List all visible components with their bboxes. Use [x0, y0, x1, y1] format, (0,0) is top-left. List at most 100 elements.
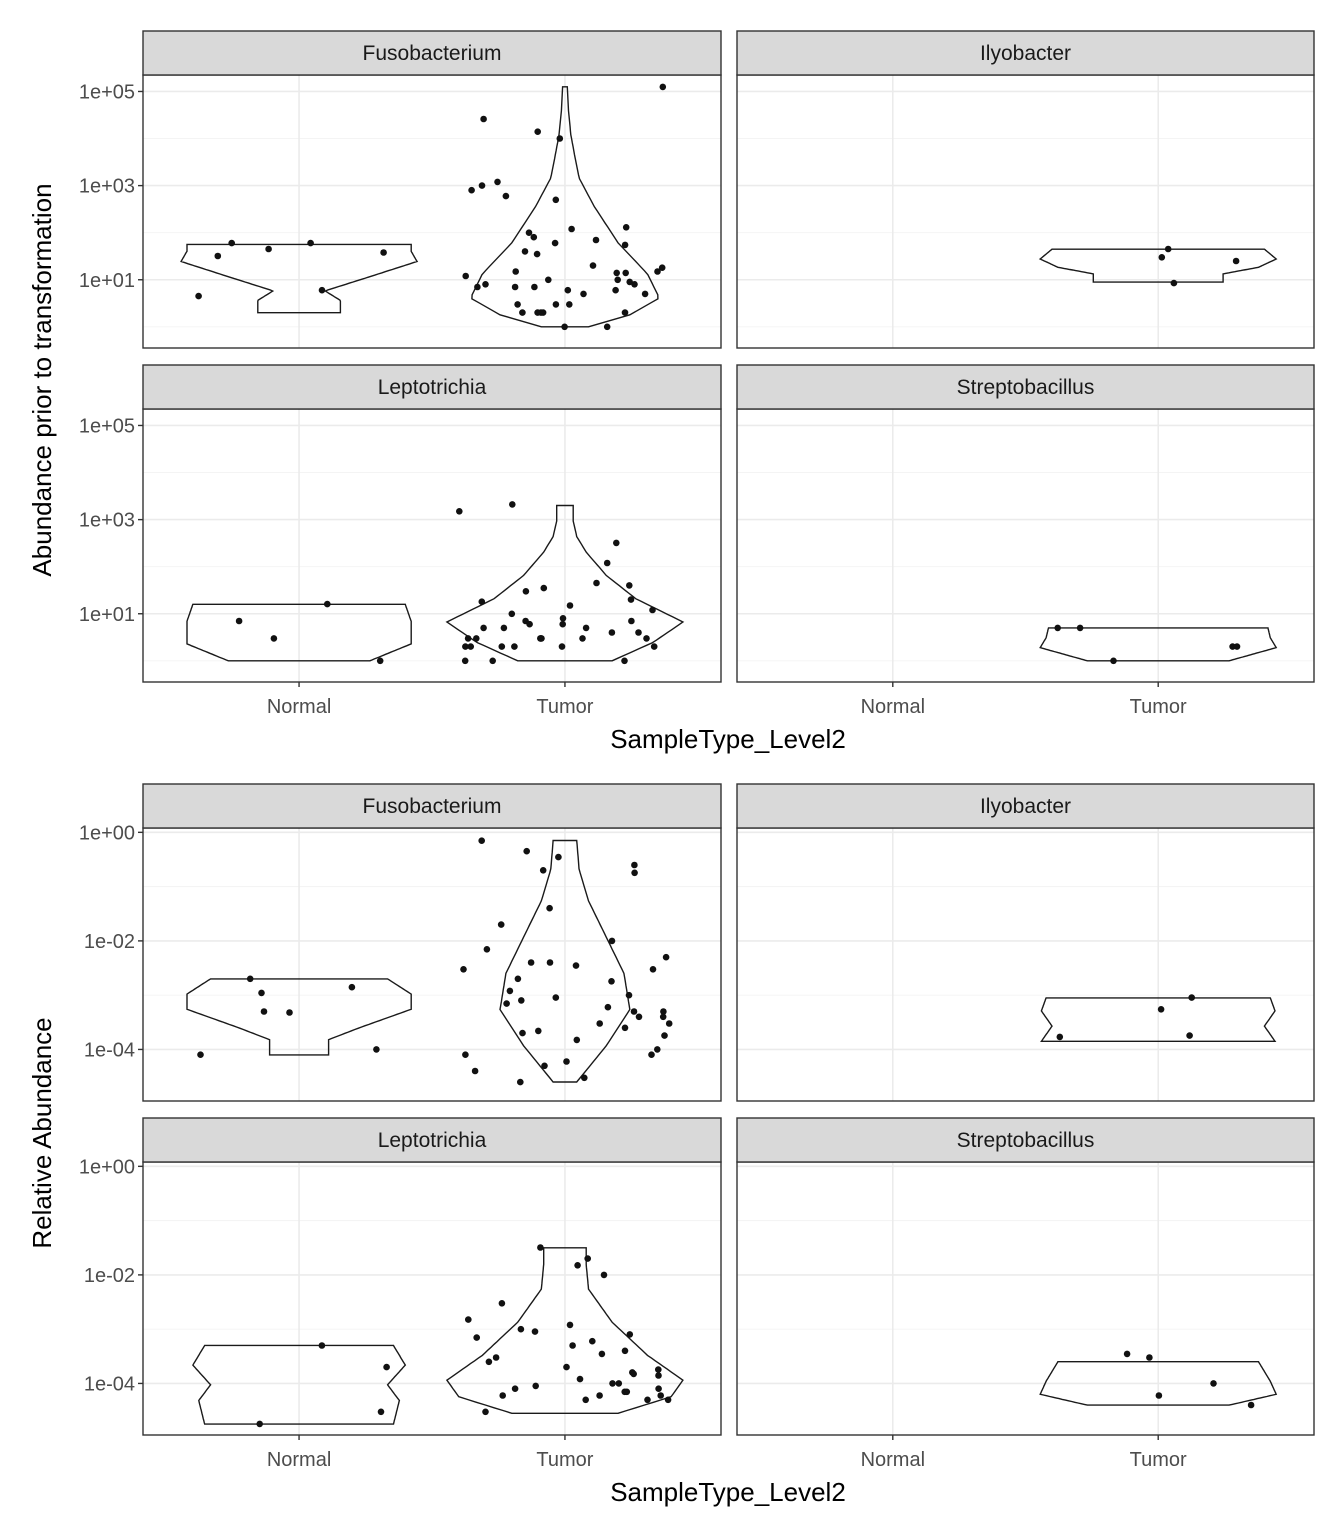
data-point [1076, 624, 1084, 632]
data-point [622, 224, 630, 231]
data-point [1155, 1392, 1163, 1399]
data-point [537, 1244, 544, 1251]
data-point [558, 643, 566, 650]
data-point [614, 276, 621, 284]
data-point [564, 286, 572, 294]
figure-2: Fusobacterium 1e+00 1e-02 1e-04 Ilyobacter Le… [27, 783, 1315, 1507]
data-point [461, 657, 469, 665]
facet-panel-fusobacterium: Fusobacterium 1e+00 1e-02 1e-04 [79, 783, 722, 1102]
data-point [596, 1392, 603, 1399]
data-point [654, 1046, 661, 1053]
data-point [563, 1058, 570, 1065]
data-point [473, 635, 480, 642]
data-point [1210, 1380, 1217, 1387]
data-point [506, 987, 514, 995]
data-point [214, 252, 222, 260]
data-point [478, 837, 486, 844]
y-tick-label: 1e+01 [79, 270, 135, 292]
data-point [625, 991, 633, 999]
facet-panel-leptotrichia: Leptotrichia 1e+05 1e+03 1e+01 Normal Tumor [79, 364, 722, 718]
data-point [1233, 643, 1241, 650]
data-point [584, 1255, 591, 1262]
data-point [265, 245, 272, 253]
data-point [482, 1408, 489, 1416]
data-point [621, 1347, 629, 1355]
data-point [551, 239, 559, 247]
data-point [600, 1271, 608, 1279]
data-point [467, 643, 475, 650]
data-point [235, 617, 243, 625]
y-tick-label: 1e-04 [84, 1039, 135, 1061]
data-point [498, 1300, 506, 1307]
data-point [552, 196, 560, 204]
data-point [462, 272, 470, 280]
data-point [563, 1363, 570, 1371]
violin-normal [186, 978, 412, 1056]
data-point [665, 1020, 673, 1027]
y-tick-label: 1e+03 [79, 510, 135, 532]
data-point [568, 225, 575, 233]
data-point [503, 1000, 510, 1007]
data-point [559, 620, 566, 628]
violin-tumor [1039, 1361, 1278, 1406]
data-point [474, 283, 481, 291]
data-point [1170, 279, 1178, 287]
data-point [456, 508, 463, 515]
data-point [658, 264, 666, 272]
y-axis-title: Abundance prior to transformation [27, 183, 57, 576]
data-point [608, 629, 616, 636]
data-point [592, 236, 600, 244]
data-point [460, 966, 467, 973]
y-tick-label: 1e+05 [79, 415, 135, 437]
data-point [537, 635, 545, 642]
data-point [1054, 624, 1061, 632]
data-point [643, 635, 650, 642]
data-point [195, 292, 202, 300]
facet-strip [142, 1117, 722, 1163]
data-point [655, 1366, 662, 1373]
violin-tumor [471, 86, 659, 328]
data-point [655, 1385, 662, 1392]
data-point [539, 309, 547, 316]
data-point [664, 1396, 672, 1404]
data-point [627, 596, 635, 603]
data-point [608, 978, 615, 985]
data-point [478, 182, 486, 189]
data-point [628, 617, 635, 625]
data-point [531, 1328, 539, 1335]
data-point [318, 1342, 326, 1349]
data-point [519, 309, 526, 316]
data-point [307, 239, 314, 247]
data-point [630, 1370, 637, 1378]
data-point [613, 539, 620, 547]
data-point [531, 283, 538, 291]
panel-background [737, 409, 1314, 682]
data-point [376, 657, 384, 665]
data-point [480, 624, 487, 632]
data-point [1186, 1032, 1193, 1039]
data-point [546, 904, 553, 912]
data-point [373, 1046, 380, 1053]
data-point [635, 629, 642, 636]
data-point [540, 584, 548, 592]
data-point [246, 975, 254, 983]
data-point [1110, 657, 1117, 665]
data-point [541, 1062, 548, 1070]
data-point [468, 186, 475, 194]
data-point [609, 1380, 616, 1387]
data-point [511, 283, 519, 291]
data-point [1232, 257, 1240, 265]
data-point [1146, 1354, 1153, 1361]
violin-tumor [499, 839, 631, 1083]
data-point [581, 1074, 588, 1082]
data-point [532, 1382, 539, 1390]
data-point [527, 959, 535, 966]
data-point [530, 233, 538, 241]
facet-panel-leptotrichia: Leptotrichia 1e+00 1e-02 1e-04 Normal Tumor [79, 1117, 722, 1471]
data-point [596, 1020, 603, 1027]
data-point [603, 559, 611, 567]
data-point [626, 1331, 634, 1338]
data-point [576, 1375, 584, 1383]
panel-background [143, 409, 721, 682]
data-point [511, 643, 518, 650]
